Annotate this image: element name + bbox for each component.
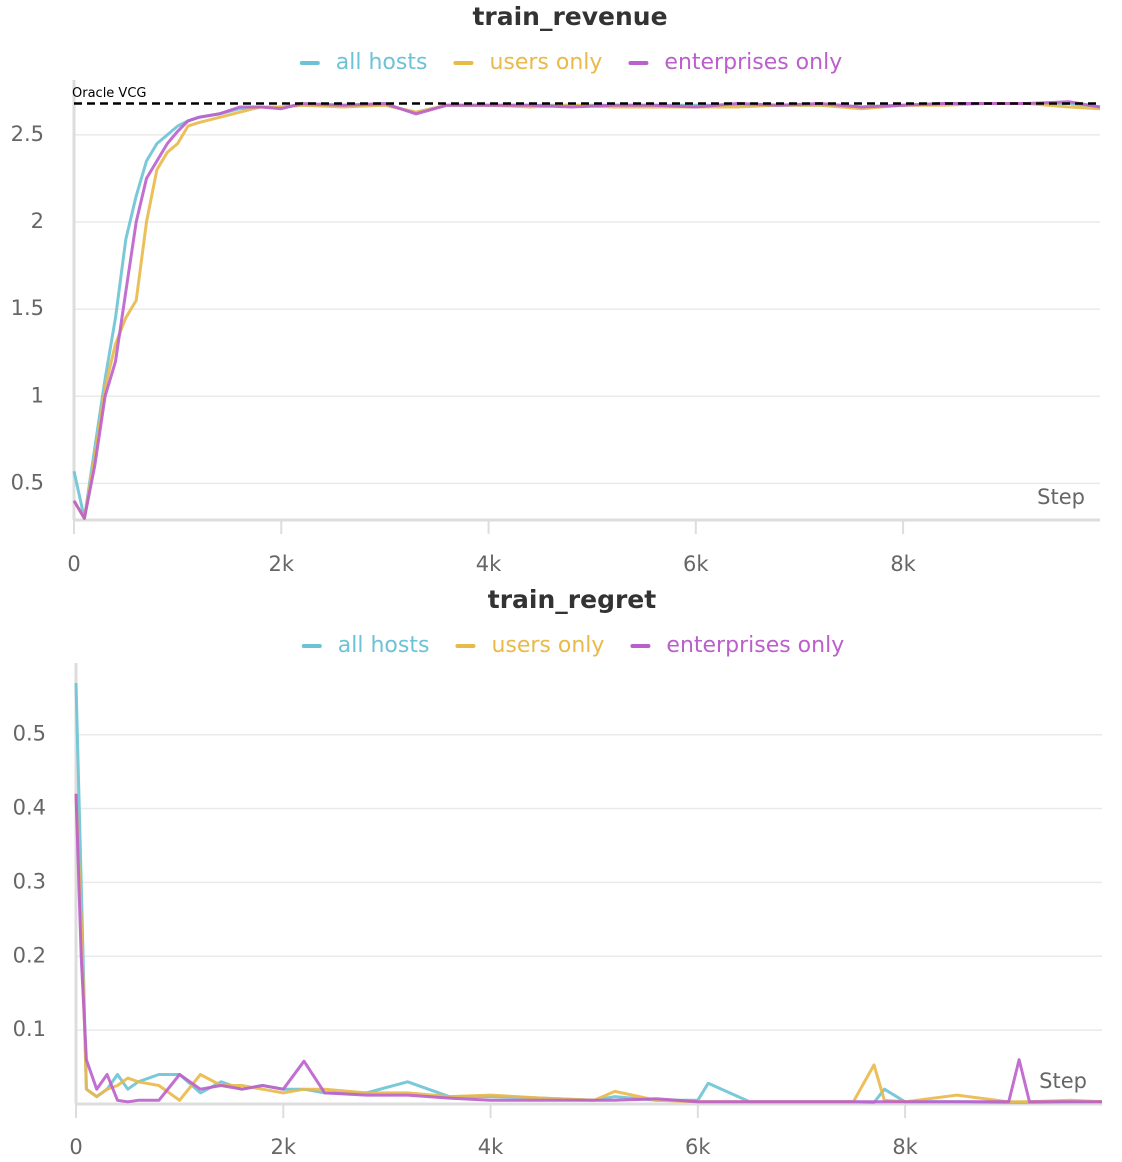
series-line <box>74 793 1103 1104</box>
x-tick-label: 2k <box>269 552 295 576</box>
x-axis-label: Step <box>1039 1069 1087 1093</box>
legend-label: all hosts <box>336 50 428 75</box>
legend-item: users only <box>453 50 602 75</box>
series-line <box>72 100 1101 520</box>
chart-title: train_regret <box>488 585 656 614</box>
legend-item: enterprises only <box>628 50 842 75</box>
reference-label: Oracle VCG <box>72 86 146 101</box>
x-tick-label: 8k <box>890 552 916 576</box>
legend-label: all hosts <box>338 633 430 658</box>
series-line <box>72 102 1101 520</box>
legend-item: all hosts <box>301 633 430 658</box>
y-tick-label: 0.5 <box>11 470 44 494</box>
legend-item: all hosts <box>299 50 428 75</box>
legend-item: users only <box>455 633 604 658</box>
y-tick-label: 0.1 <box>13 1017 46 1041</box>
legend-label: enterprises only <box>666 633 844 658</box>
y-tick-label: 0.4 <box>13 796 46 820</box>
y-tick-label: 0.2 <box>13 943 46 967</box>
x-tick-label: 0 <box>67 552 80 576</box>
legend-label: users only <box>489 50 602 75</box>
y-tick-label: 2 <box>31 209 44 233</box>
chart-title: train_revenue <box>472 2 667 31</box>
series-line <box>72 102 1101 520</box>
y-tick-label: 1 <box>31 383 44 407</box>
x-tick-label: 2k <box>271 1135 297 1159</box>
y-tick-label: 0.3 <box>13 869 46 893</box>
x-tick-label: 0 <box>69 1135 82 1159</box>
y-tick-label: 1.5 <box>11 296 44 320</box>
legend-item: enterprises only <box>630 633 844 658</box>
y-tick-label: 0.5 <box>13 722 46 746</box>
y-tick-label: 2.5 <box>11 122 44 146</box>
x-tick-label: 4k <box>476 552 502 576</box>
x-axis-label: Step <box>1037 485 1085 509</box>
legend-label: users only <box>491 633 604 658</box>
x-tick-label: 8k <box>892 1135 918 1159</box>
x-tick-label: 6k <box>683 552 709 576</box>
series-line <box>74 793 1102 1104</box>
legend-label: enterprises only <box>664 50 842 75</box>
series-line <box>74 682 1102 1104</box>
x-tick-label: 4k <box>478 1135 504 1159</box>
x-tick-label: 6k <box>685 1135 711 1159</box>
